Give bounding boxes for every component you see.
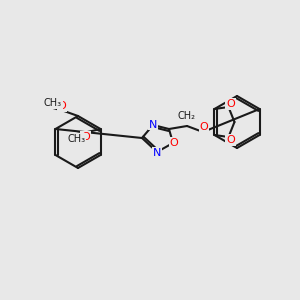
Text: O: O <box>200 122 208 132</box>
Text: O: O <box>81 132 90 142</box>
Text: N: N <box>153 148 161 158</box>
Text: N: N <box>149 119 157 130</box>
Text: CH₃: CH₃ <box>44 98 62 108</box>
Text: CH₂: CH₂ <box>178 111 196 121</box>
Text: O: O <box>58 101 66 111</box>
Text: O: O <box>169 138 178 148</box>
Text: O: O <box>226 99 235 109</box>
Text: O: O <box>226 135 235 145</box>
Text: CH₃: CH₃ <box>68 134 85 144</box>
